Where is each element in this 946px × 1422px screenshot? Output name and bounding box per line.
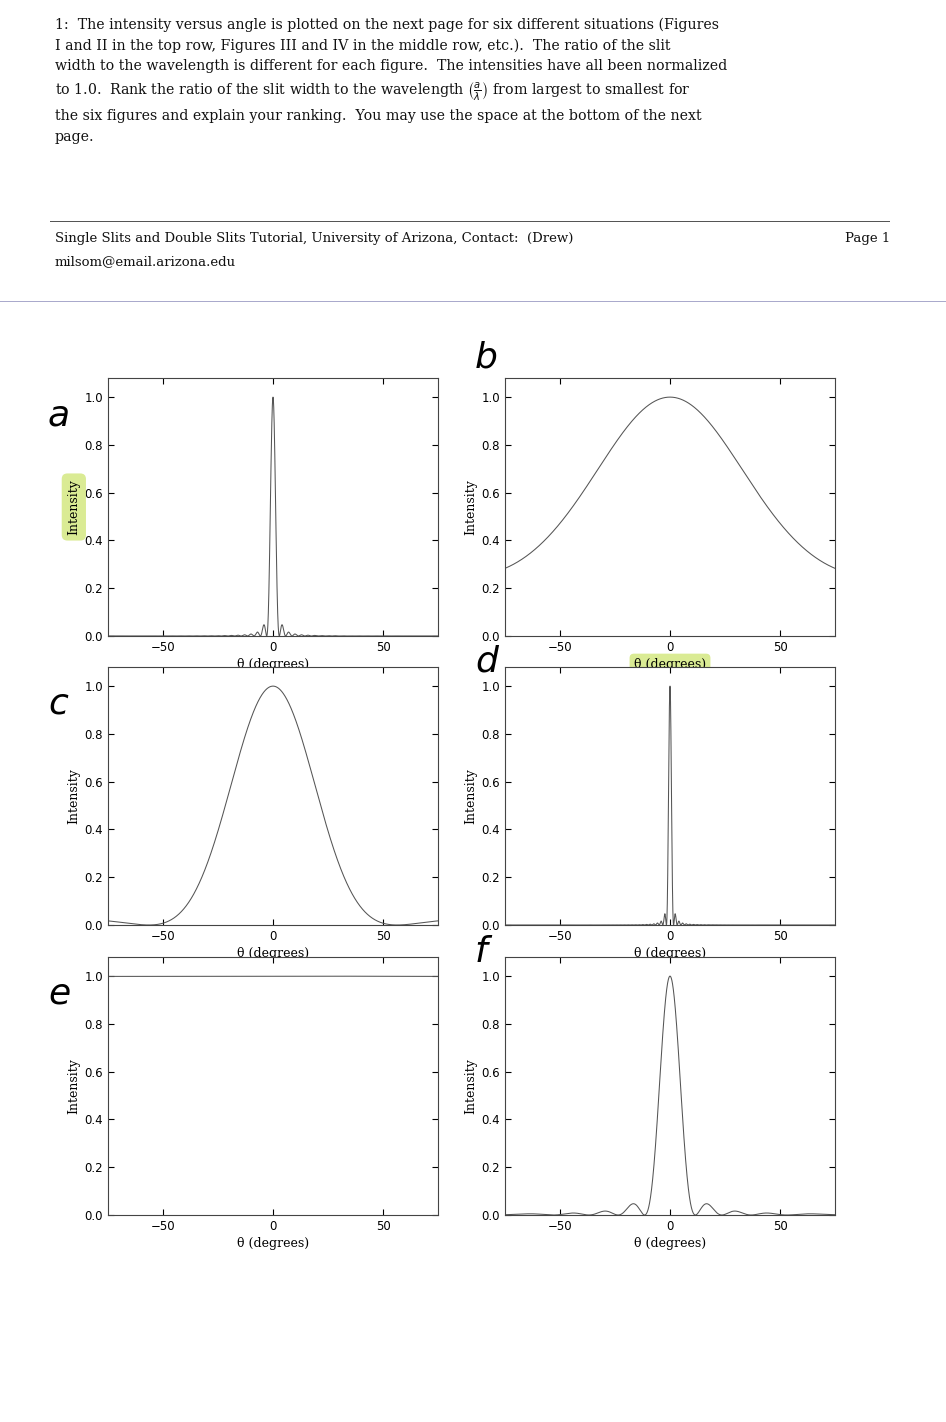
Y-axis label: Intensity: Intensity (67, 1058, 80, 1113)
Text: e: e (48, 977, 70, 1011)
Text: Page 1: Page 1 (845, 232, 890, 245)
Text: c: c (48, 687, 68, 721)
X-axis label: θ (degrees): θ (degrees) (634, 947, 706, 960)
Y-axis label: Intensity: Intensity (67, 479, 80, 535)
X-axis label: θ (degrees): θ (degrees) (634, 1237, 706, 1250)
Text: 1:  The intensity versus angle is plotted on the next page for six different sit: 1: The intensity versus angle is plotted… (55, 18, 727, 144)
Text: Single Slits and Double Slits Tutorial, University of Arizona, Contact:  (Drew): Single Slits and Double Slits Tutorial, … (55, 232, 573, 245)
Text: b: b (475, 340, 498, 374)
Text: f: f (475, 936, 488, 968)
Text: a: a (48, 398, 70, 432)
X-axis label: θ (degrees): θ (degrees) (236, 658, 309, 671)
Y-axis label: Intensity: Intensity (464, 479, 478, 535)
Y-axis label: Intensity: Intensity (464, 1058, 478, 1113)
Y-axis label: Intensity: Intensity (464, 768, 478, 823)
Y-axis label: Intensity: Intensity (67, 768, 80, 823)
Text: milsom@email.arizona.edu: milsom@email.arizona.edu (55, 255, 236, 267)
Text: d: d (475, 646, 498, 678)
X-axis label: θ (degrees): θ (degrees) (236, 1237, 309, 1250)
X-axis label: θ (degrees): θ (degrees) (236, 947, 309, 960)
X-axis label: θ (degrees): θ (degrees) (634, 658, 706, 671)
